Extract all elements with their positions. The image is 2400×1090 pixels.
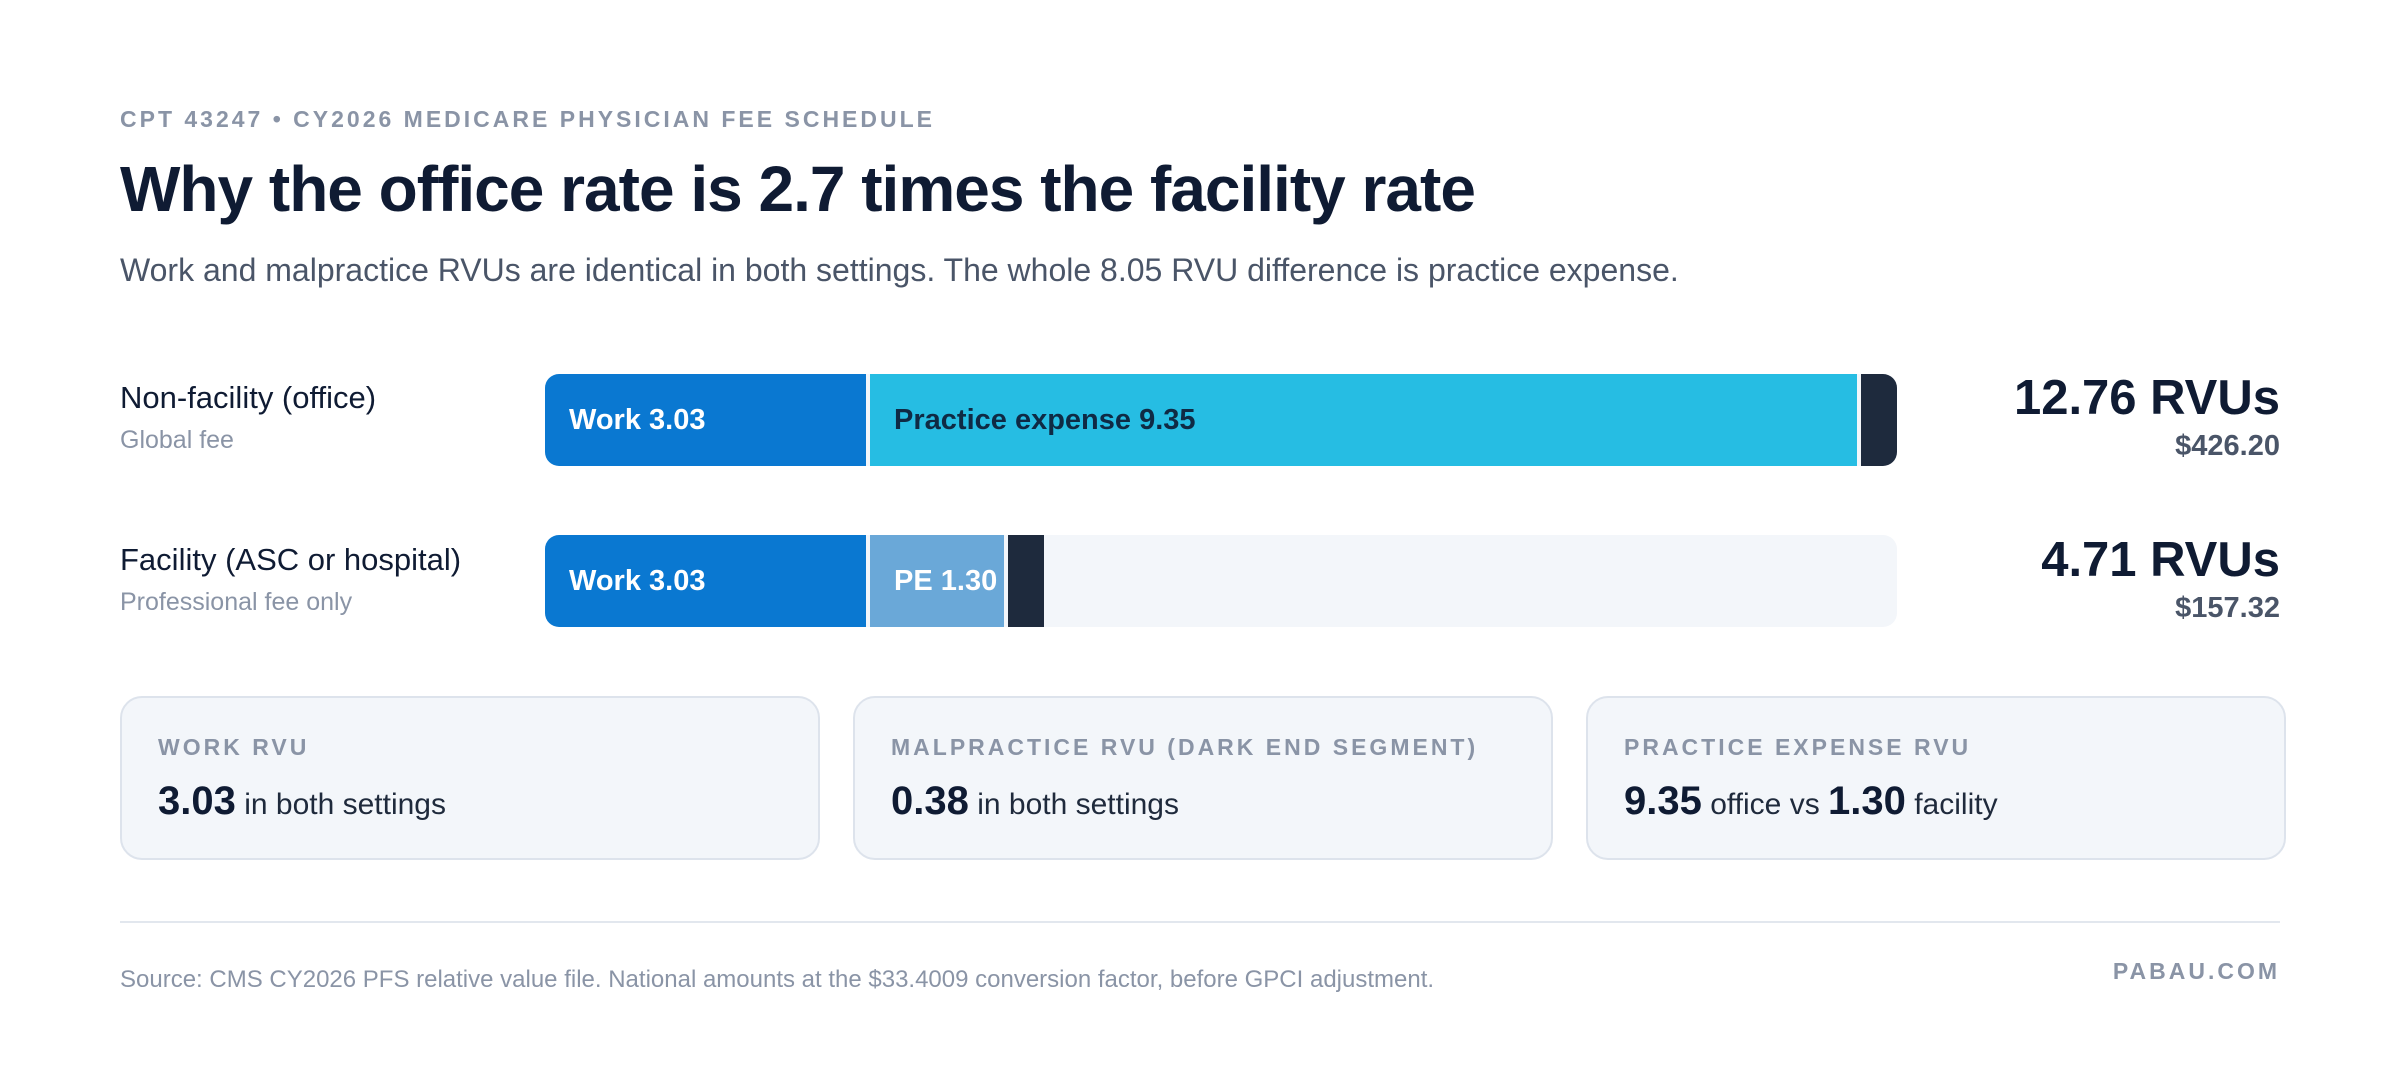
bar-track-non-facility: Work 3.03 Practice expense 9.35: [545, 374, 1897, 466]
stat-card-malpractice: MALPRACTICE RVU (DARK END SEGMENT) 0.38 …: [853, 696, 1553, 860]
stat-card-value: 0.38 in both settings: [891, 779, 1515, 824]
segment-label: PE 1.30: [894, 564, 998, 597]
bar-track-facility: Work 3.03 PE 1.30: [545, 535, 1897, 627]
total-non-facility: 12.76 RVUs $426.20: [2014, 370, 2280, 463]
category-sublabel: Global fee: [120, 426, 234, 454]
stat-card-label: PRACTICE EXPENSE RVU: [1624, 734, 1972, 760]
stat-number-2: 1.30: [1828, 779, 1906, 823]
stat-text: office vs: [1701, 788, 1829, 821]
segment-label: Practice expense 9.35: [894, 403, 1196, 436]
stat-number: 9.35: [1624, 779, 1702, 823]
total-facility: 4.71 RVUs $157.32: [2041, 532, 2280, 625]
eyebrow: CPT 43247 • CY2026 MEDICARE PHYSICIAN FE…: [120, 106, 936, 132]
stat-text-2: facility: [1905, 788, 1998, 821]
stat-card-practice-expense: PRACTICE EXPENSE RVU 9.35 office vs 1.30…: [1586, 696, 2286, 860]
stat-card-value: 9.35 office vs 1.30 facility: [1624, 779, 2248, 824]
bar-segment-malpractice-facility: [1007, 535, 1045, 627]
stat-card-label: MALPRACTICE RVU (DARK END SEGMENT): [891, 734, 1479, 760]
page-subtitle: Work and malpractice RVUs are identical …: [120, 252, 1679, 288]
stat-text: in both settings: [235, 788, 446, 821]
row-label-facility: Facility (ASC or hospital) Professional …: [120, 542, 461, 617]
total-rvu: 4.71 RVUs: [2041, 533, 2280, 587]
bar-segment-practice-expense-facility: PE 1.30: [870, 535, 1004, 627]
bar-segment-work-office: Work 3.03: [545, 374, 867, 466]
category-label: Facility (ASC or hospital): [120, 542, 462, 577]
stat-number: 3.03: [158, 779, 236, 823]
stat-number: 0.38: [891, 779, 969, 823]
row-label-non-facility: Non-facility (office) Global fee: [120, 380, 376, 455]
footer-divider: [120, 921, 2280, 923]
total-amount: $157.32: [2175, 592, 2280, 624]
bar-segment-malpractice-office: [1860, 374, 1897, 466]
page-title: Why the office rate is 2.7 times the fac…: [120, 153, 1476, 225]
category-sublabel: Professional fee only: [120, 588, 353, 616]
bar-segment-work-facility: Work 3.03: [545, 535, 867, 627]
segment-label: Work 3.03: [569, 564, 706, 597]
total-rvu: 12.76 RVUs: [2013, 371, 2280, 425]
stat-text: in both settings: [968, 788, 1179, 821]
bar-segment-practice-expense-office: Practice expense 9.35: [870, 374, 1857, 466]
category-label: Non-facility (office): [120, 380, 377, 415]
stat-card-label: WORK RVU: [158, 734, 310, 760]
brand-link[interactable]: PABAU.COM: [2112, 958, 2280, 984]
stat-card-work: WORK RVU 3.03 in both settings: [120, 696, 820, 860]
stat-card-value: 3.03 in both settings: [158, 779, 782, 824]
total-amount: $426.20: [2175, 430, 2280, 462]
source-note: Source: CMS CY2026 PFS relative value fi…: [120, 966, 1435, 993]
segment-label: Work 3.03: [569, 403, 706, 436]
